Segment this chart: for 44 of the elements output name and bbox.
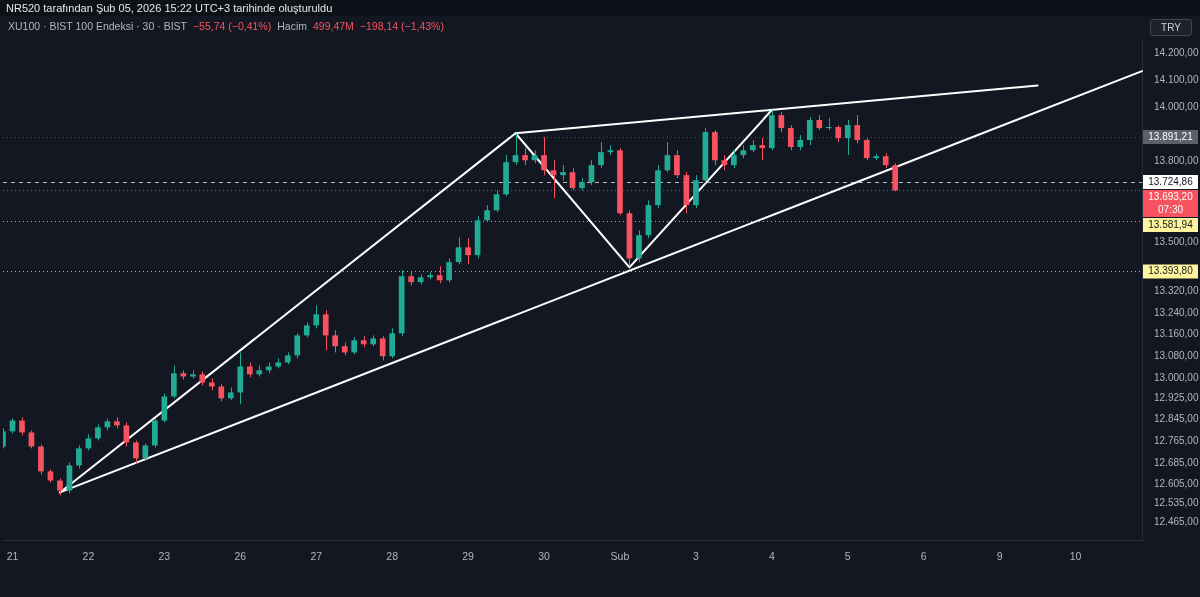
y-tick-label: 12.535,00 — [1154, 497, 1199, 509]
y-tick-label: 12.925,00 — [1154, 391, 1199, 403]
x-tick-label: 21 — [6, 550, 19, 563]
y-tick-label: 13.320,00 — [1154, 285, 1199, 297]
y-tick-label: 14.100,00 — [1154, 74, 1199, 86]
y-tick-label: 13.000,00 — [1154, 371, 1199, 383]
text: 499,47M — [312, 20, 354, 32]
y-axis-title: TRY — [1150, 19, 1192, 36]
x-tick-label: 30 — [538, 550, 551, 563]
y-tick-label: 13.160,00 — [1154, 328, 1199, 340]
y-tick-label: 12.685,00 — [1154, 456, 1199, 468]
x-tick-label: 27 — [310, 550, 323, 563]
ref-line-label: 13.724,86 — [1148, 175, 1194, 187]
y-tick-label: 13.800,00 — [1154, 155, 1199, 167]
y-tick-label: 12.605,00 — [1154, 478, 1199, 490]
ref-line-label: 13.393,80 — [1148, 265, 1194, 277]
ref-line-label: 13.581,94 — [1148, 218, 1194, 230]
ref-line-label: 13.693,20 07:30 — [1148, 190, 1194, 215]
y-tick-label: 13.080,00 — [1154, 349, 1199, 361]
y-tick-label: 14.000,00 — [1154, 101, 1199, 113]
y-tick-label: 13.500,00 — [1154, 236, 1199, 248]
text: −55,74 (−0,41%) — [192, 20, 272, 32]
x-tick-label: 22 — [82, 550, 95, 563]
ref-line-label: 13.891,21 — [1148, 130, 1194, 142]
x-tick-label: 4 — [768, 550, 775, 563]
x-tick-label: 9 — [996, 550, 1003, 563]
chart-subtitle: XU100 · BIST 100 Endeksi · 30 · BIST — [8, 20, 187, 32]
x-tick-label: 3 — [692, 550, 699, 563]
x-tick-label: 10 — [1069, 550, 1082, 563]
chart-title: NR520 tarafından Şub 05, 2026 15:22 UTC+3 tarihinde oluşturuldu — [0, 0, 1200, 16]
text: Hacim — [277, 20, 307, 32]
x-tick-label: 29 — [462, 550, 475, 563]
x-tick-label: 26 — [234, 550, 247, 563]
x-tick-label: Şub — [610, 550, 630, 563]
text: −198,14 (−1,43%) — [359, 20, 444, 32]
x-tick-label: 23 — [158, 550, 171, 563]
x-tick-label: 28 — [386, 550, 399, 563]
y-tick-label: 12.465,00 — [1154, 516, 1199, 528]
x-tick-label: 6 — [920, 550, 927, 563]
y-tick-label: 12.765,00 — [1154, 435, 1199, 447]
y-tick-label: 14.200,00 — [1154, 47, 1199, 59]
x-tick-label: 5 — [844, 550, 851, 563]
y-tick-label: 12.845,00 — [1154, 413, 1199, 425]
y-tick-label: 13.240,00 — [1154, 306, 1199, 318]
